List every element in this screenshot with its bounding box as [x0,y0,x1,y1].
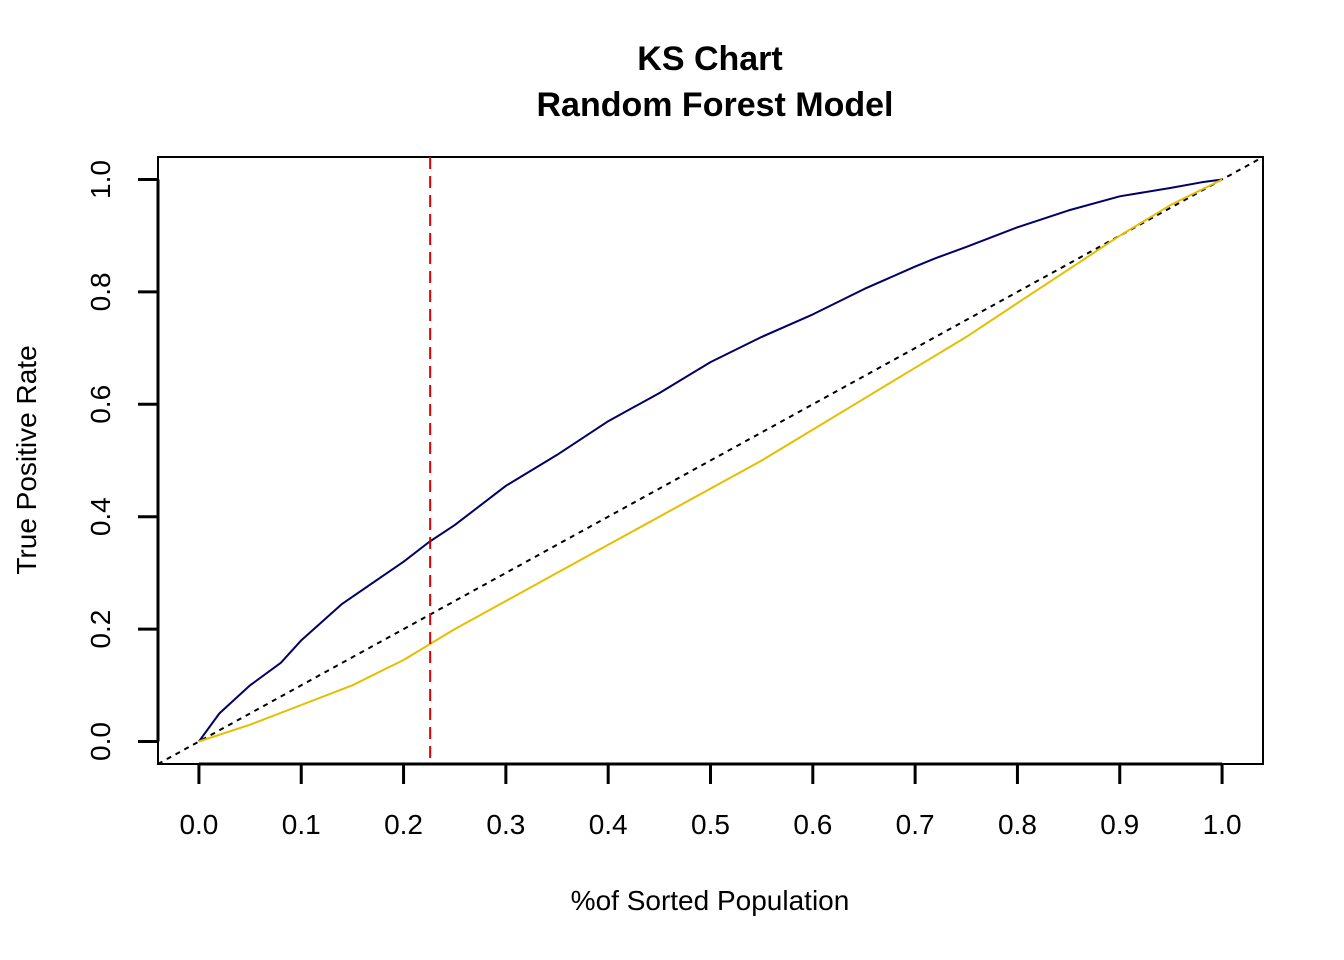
chart-marks [157,156,1264,765]
y-axis-label: True Positive Rate [11,345,42,574]
reference-diagonal-line [157,156,1264,765]
y-tick-label: 0.2 [85,610,116,649]
x-tick-label: 0.4 [589,809,628,840]
x-tick-label: 1.0 [1203,809,1242,840]
x-tick-label: 0.2 [384,809,423,840]
y-tick-label: 1.0 [85,160,116,199]
x-axis-label: %of Sorted Population [571,885,850,916]
y-axis: 0.0 0.2 0.4 0.6 0.8 1.0 [85,160,160,761]
chart-title: KS Chart [637,40,782,78]
x-tick-label: 0.0 [179,809,218,840]
x-tick-label: 0.8 [998,809,1037,840]
y-tick-label: 0.4 [85,497,116,536]
x-tick-label: 0.6 [793,809,832,840]
x-tick-label: 0.1 [282,809,321,840]
x-tick-label: 0.9 [1100,809,1139,840]
x-tick-label: 0.3 [486,809,525,840]
y-tick-label: 0.6 [85,385,116,424]
x-tick-label: 0.5 [691,809,730,840]
series-line-1 [198,178,1223,743]
y-tick-label: 0.0 [85,722,116,761]
chart-subtitle: Random Forest Model [536,86,893,124]
y-tick-label: 0.8 [85,272,116,311]
x-axis: 0.0 0.1 0.2 0.3 0.4 0.5 0.6 0.7 0.8 0.9 1.0 [179,762,1242,840]
x-tick-label: 0.7 [896,809,935,840]
series-line-2 [198,178,1223,743]
